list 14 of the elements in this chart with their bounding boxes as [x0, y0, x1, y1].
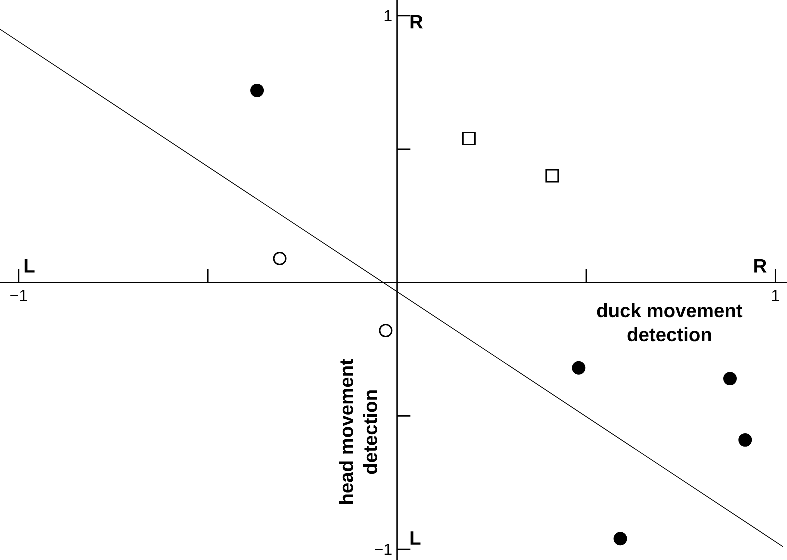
x-axis-title: duck movement detection — [597, 303, 743, 342]
point — [462, 132, 476, 146]
point — [572, 361, 586, 375]
annotation: L — [24, 259, 35, 273]
annotation: L — [410, 532, 421, 545]
annotation: R — [410, 15, 424, 28]
point — [273, 252, 287, 266]
point — [379, 324, 393, 338]
point — [738, 433, 752, 447]
point — [724, 372, 737, 386]
annotation: R — [754, 259, 767, 273]
y-axis-title: head movement detection — [339, 359, 378, 504]
point — [250, 84, 264, 98]
point — [546, 169, 560, 183]
